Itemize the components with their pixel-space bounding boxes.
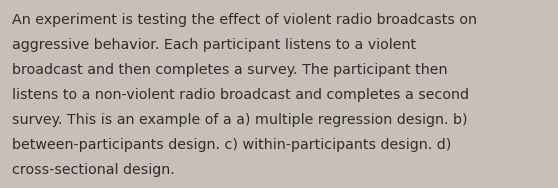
Text: aggressive behavior. Each participant listens to a violent: aggressive behavior. Each participant li… xyxy=(12,38,416,52)
Text: listens to a non-violent radio broadcast and completes a second: listens to a non-violent radio broadcast… xyxy=(12,88,469,102)
Text: broadcast and then completes a survey. The participant then: broadcast and then completes a survey. T… xyxy=(12,63,448,77)
Text: cross-sectional design.: cross-sectional design. xyxy=(12,163,175,177)
Text: between-participants design. c) within-participants design. d): between-participants design. c) within-p… xyxy=(12,138,451,152)
Text: An experiment is testing the effect of violent radio broadcasts on: An experiment is testing the effect of v… xyxy=(12,13,477,27)
Text: survey. This is an example of a a) multiple regression design. b): survey. This is an example of a a) multi… xyxy=(12,113,468,127)
